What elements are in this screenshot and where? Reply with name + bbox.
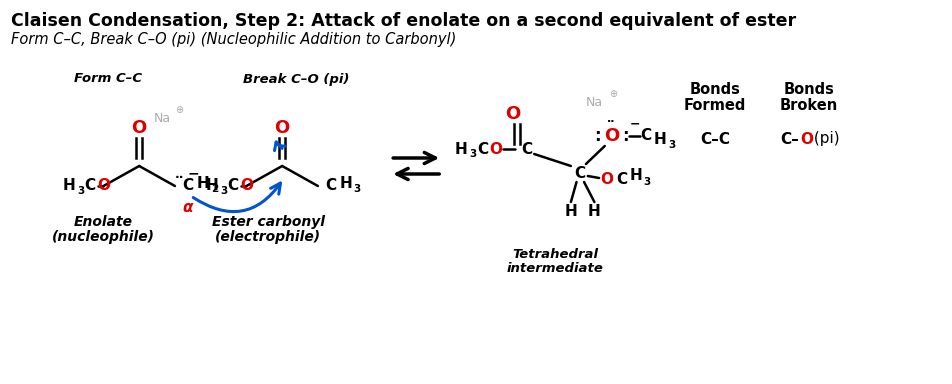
Text: C: C: [575, 167, 585, 182]
Text: Na: Na: [154, 111, 171, 124]
Text: H: H: [62, 179, 75, 194]
Text: −: −: [188, 166, 200, 180]
Text: C–: C–: [781, 131, 800, 147]
Text: O: O: [505, 105, 520, 123]
Text: 3: 3: [668, 140, 675, 150]
Text: Form C–C: Form C–C: [74, 73, 142, 86]
Text: H: H: [206, 179, 218, 194]
Text: C: C: [477, 141, 488, 157]
Text: Bonds: Bonds: [783, 81, 834, 96]
Text: (electrophile): (electrophile): [215, 230, 321, 244]
Text: (nucleophile): (nucleophile): [52, 230, 155, 244]
FancyArrowPatch shape: [274, 142, 285, 151]
Text: C: C: [228, 179, 239, 194]
Text: H: H: [629, 169, 643, 184]
Text: Ester carbonyl: Ester carbonyl: [211, 215, 325, 229]
Text: O: O: [131, 119, 147, 137]
Text: Form C–C, Break C–O (pi) (Nucleophilic Addition to Carbonyl): Form C–C, Break C–O (pi) (Nucleophilic A…: [11, 32, 457, 47]
Text: Na: Na: [585, 96, 603, 109]
Text: H: H: [565, 205, 577, 220]
Text: C: C: [326, 179, 337, 194]
Text: α: α: [183, 200, 193, 215]
Text: C: C: [521, 141, 532, 157]
Text: 3: 3: [220, 186, 228, 196]
Text: Enolate: Enolate: [74, 215, 133, 229]
Text: H: H: [454, 141, 467, 157]
Text: Bonds: Bonds: [689, 81, 741, 96]
Text: H: H: [588, 205, 601, 220]
Text: 3: 3: [644, 177, 651, 187]
Text: C: C: [641, 129, 652, 144]
Text: C–C: C–C: [700, 131, 730, 147]
Text: :: :: [594, 127, 601, 145]
Text: ⊕: ⊕: [609, 89, 617, 99]
Text: O: O: [604, 127, 619, 145]
FancyArrowPatch shape: [193, 183, 281, 212]
Text: Claisen Condensation, Step 2: Attack of enolate on a second equivalent of ester: Claisen Condensation, Step 2: Attack of …: [11, 12, 797, 30]
Text: 2: 2: [210, 184, 218, 194]
Text: ··: ··: [175, 170, 185, 184]
Text: C: C: [183, 179, 193, 194]
Text: intermediate: intermediate: [506, 263, 604, 275]
Text: (pi): (pi): [808, 131, 840, 147]
Text: −: −: [629, 118, 640, 131]
Text: Broken: Broken: [780, 99, 838, 114]
Text: O: O: [489, 141, 502, 157]
Text: H: H: [197, 175, 209, 190]
Text: 3: 3: [354, 184, 361, 194]
Text: C: C: [616, 172, 627, 187]
Text: ⊕: ⊕: [175, 105, 184, 115]
Text: ··: ··: [607, 117, 616, 127]
Text: O: O: [600, 172, 613, 187]
Text: O: O: [240, 179, 253, 194]
Text: C: C: [85, 179, 96, 194]
Text: 3: 3: [77, 186, 85, 196]
Text: 3: 3: [469, 149, 477, 159]
Text: O: O: [97, 179, 110, 194]
Text: H: H: [654, 131, 666, 147]
Text: Break C–O (pi): Break C–O (pi): [243, 73, 349, 86]
Text: Tetrahedral: Tetrahedral: [512, 248, 598, 260]
Text: O: O: [801, 131, 813, 147]
Text: Formed: Formed: [684, 99, 746, 114]
Text: :: :: [623, 127, 628, 145]
Text: O: O: [274, 119, 289, 137]
Text: H: H: [340, 175, 352, 190]
